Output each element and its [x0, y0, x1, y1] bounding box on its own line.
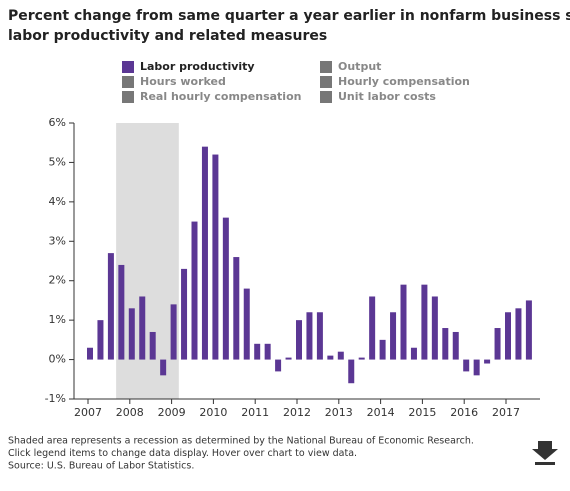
download-icon[interactable] — [532, 441, 558, 465]
x-tick-label: 2015 — [408, 406, 436, 419]
bar[interactable] — [442, 328, 449, 360]
bar[interactable] — [473, 359, 480, 376]
download-tray[interactable] — [535, 462, 555, 465]
bar[interactable] — [128, 308, 135, 360]
bar[interactable] — [264, 343, 271, 360]
bar[interactable] — [118, 264, 125, 360]
bar[interactable] — [390, 312, 397, 360]
bar[interactable] — [222, 217, 229, 360]
bar[interactable] — [149, 331, 156, 360]
bar[interactable] — [87, 347, 93, 360]
bar[interactable] — [316, 312, 323, 360]
bar[interactable] — [515, 308, 522, 360]
y-tick-label: 4% — [49, 195, 66, 208]
note: Source: U.S. Bureau of Labor Statistics. — [8, 461, 194, 472]
bar[interactable] — [421, 284, 428, 360]
bar[interactable] — [369, 296, 376, 360]
x-tick-label: 2013 — [325, 406, 353, 419]
bar[interactable] — [254, 343, 261, 360]
legend-swatch[interactable] — [122, 76, 134, 88]
bar[interactable] — [494, 328, 501, 360]
bar[interactable] — [275, 359, 282, 372]
y-tick-label: 2% — [49, 274, 66, 287]
bar[interactable] — [233, 257, 240, 360]
bar[interactable] — [484, 359, 491, 364]
bar[interactable] — [348, 359, 355, 384]
note: Click legend items to change data displa… — [8, 448, 357, 459]
bar[interactable] — [358, 357, 365, 360]
bar[interactable] — [400, 284, 407, 360]
bar[interactable] — [285, 357, 292, 360]
y-tick-label: -1% — [45, 392, 66, 405]
bar[interactable] — [505, 312, 511, 360]
recession-shade — [116, 123, 179, 399]
bar[interactable] — [201, 146, 208, 360]
bar[interactable] — [306, 312, 313, 360]
bar[interactable] — [431, 296, 438, 360]
bar[interactable] — [327, 355, 334, 360]
legend-label[interactable]: Hourly compensation — [338, 75, 470, 88]
bar[interactable] — [139, 296, 146, 360]
bar[interactable] — [170, 304, 177, 360]
bar[interactable] — [296, 320, 302, 360]
bar[interactable] — [160, 359, 167, 376]
x-tick-label: 2009 — [158, 406, 186, 419]
chart-title: labor productivity and related measures — [8, 28, 327, 44]
x-tick-label: 2014 — [367, 406, 395, 419]
bar[interactable] — [181, 268, 188, 360]
bar[interactable] — [337, 351, 344, 360]
x-tick-label: 2017 — [492, 406, 520, 419]
y-tick-label: 3% — [49, 234, 66, 247]
legend-label[interactable]: Real hourly compensation — [140, 90, 301, 103]
legend-swatch[interactable] — [320, 91, 332, 103]
y-tick-label: 1% — [49, 313, 66, 326]
legend-label[interactable]: Hours worked — [140, 75, 226, 88]
y-tick-label: 0% — [49, 353, 66, 366]
x-tick-label: 2007 — [74, 406, 102, 419]
legend-label[interactable]: Labor productivity — [140, 60, 255, 73]
bar[interactable] — [452, 331, 459, 360]
legend-label[interactable]: Output — [338, 60, 381, 73]
x-tick-label: 2008 — [116, 406, 144, 419]
bar[interactable] — [191, 221, 198, 360]
bar[interactable] — [525, 300, 532, 360]
download-arrow[interactable] — [538, 441, 552, 451]
bar[interactable] — [379, 339, 386, 360]
note: Shaded area represents a recession as de… — [8, 436, 474, 447]
legend-label[interactable]: Unit labor costs — [338, 90, 436, 103]
chart-title: Percent change from same quarter a year … — [8, 8, 570, 24]
download-arrow-head[interactable] — [532, 449, 558, 460]
y-tick-label: 6% — [49, 116, 66, 129]
x-tick-label: 2010 — [199, 406, 227, 419]
bar[interactable] — [410, 347, 417, 360]
legend-swatch[interactable] — [122, 61, 134, 73]
legend-swatch[interactable] — [320, 61, 332, 73]
x-tick-label: 2011 — [241, 406, 269, 419]
legend-swatch[interactable] — [320, 76, 332, 88]
bar[interactable] — [107, 253, 114, 360]
x-tick-label: 2012 — [283, 406, 311, 419]
bar[interactable] — [97, 320, 104, 360]
y-tick-label: 5% — [49, 155, 66, 168]
legend-swatch[interactable] — [122, 91, 134, 103]
bar[interactable] — [243, 288, 250, 360]
bar[interactable] — [212, 154, 219, 360]
x-tick-label: 2016 — [450, 406, 478, 419]
bar[interactable] — [463, 359, 470, 372]
